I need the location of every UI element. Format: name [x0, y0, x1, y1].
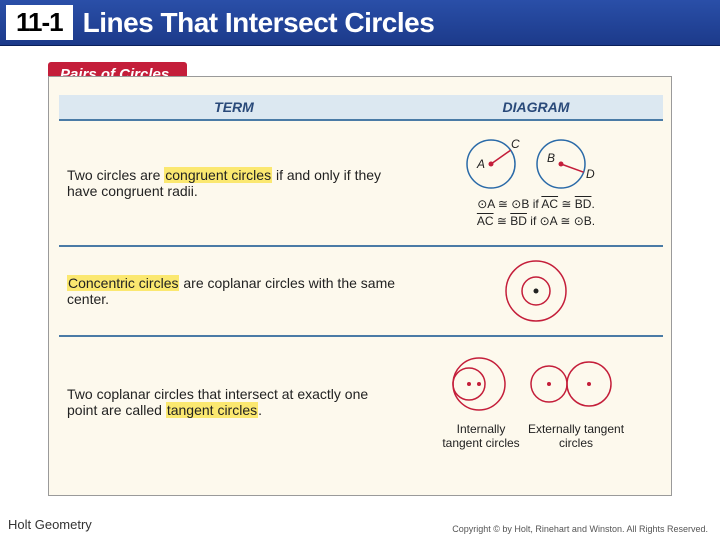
term-cell: Concentric circles are coplanar circles … — [59, 247, 409, 335]
math-text: if ⊙A ≅ ⊙B. — [527, 214, 595, 228]
term-text: Two circles are — [67, 167, 164, 183]
table-row: Two coplanar circles that intersect at e… — [59, 337, 663, 467]
tangent-circles-diagram — [441, 354, 631, 420]
footer-copyright: Copyright © by Holt, Rinehart and Winsto… — [452, 524, 708, 534]
segment: AC — [477, 214, 494, 228]
segment: BD — [575, 197, 592, 211]
congruent-circles-diagram: A C B D — [451, 136, 621, 196]
term-highlight: Concentric circles — [67, 275, 179, 291]
term-cell: Two coplanar circles that intersect at e… — [59, 337, 409, 467]
term-highlight: congruent circles — [164, 167, 272, 183]
content-panel: TERM DIAGRAM Two circles are congruent c… — [48, 76, 672, 496]
section-number-badge: 11-1 — [6, 5, 73, 40]
slide-title: Lines That Intersect Circles — [83, 7, 435, 39]
footer-brand: Holt Geometry — [8, 517, 92, 532]
segment: BD — [510, 214, 527, 228]
svg-text:D: D — [586, 167, 595, 181]
math-text: ≅ — [494, 214, 511, 228]
term-text: . — [258, 402, 262, 418]
math-text: ≅ — [558, 197, 575, 211]
diagram-caption: Externally tangent circles — [521, 422, 631, 450]
column-header-diagram: DIAGRAM — [409, 95, 663, 119]
concentric-circles-diagram — [461, 254, 611, 328]
slide-header: 11-1 Lines That Intersect Circles — [0, 0, 720, 46]
math-statement: AC ≅ BD if ⊙A ≅ ⊙B. — [477, 213, 595, 230]
diagram-cell: Internally tangent circles Externally ta… — [409, 337, 663, 467]
diagram-cell: A C B D ⊙A ≅ ⊙B if AC ≅ BD. AC ≅ BD if ⊙… — [409, 121, 663, 245]
math-text: . — [591, 197, 594, 211]
svg-text:A: A — [476, 157, 485, 171]
definitions-table: TERM DIAGRAM Two circles are congruent c… — [59, 95, 663, 467]
svg-text:C: C — [511, 137, 520, 151]
table-header-row: TERM DIAGRAM — [59, 95, 663, 121]
term-highlight: tangent circles — [166, 402, 258, 418]
math-statement: ⊙A ≅ ⊙B if AC ≅ BD. — [477, 196, 595, 213]
math-text: ⊙A ≅ ⊙B if — [477, 197, 541, 211]
table-row: Concentric circles are coplanar circles … — [59, 247, 663, 337]
term-cell: Two circles are congruent circles if and… — [59, 121, 409, 245]
column-header-term: TERM — [59, 95, 409, 119]
diagram-caption: Internally tangent circles — [441, 422, 521, 450]
svg-text:B: B — [547, 151, 555, 165]
segment: AC — [541, 197, 558, 211]
table-row: Two circles are congruent circles if and… — [59, 121, 663, 247]
diagram-cell — [409, 247, 663, 335]
